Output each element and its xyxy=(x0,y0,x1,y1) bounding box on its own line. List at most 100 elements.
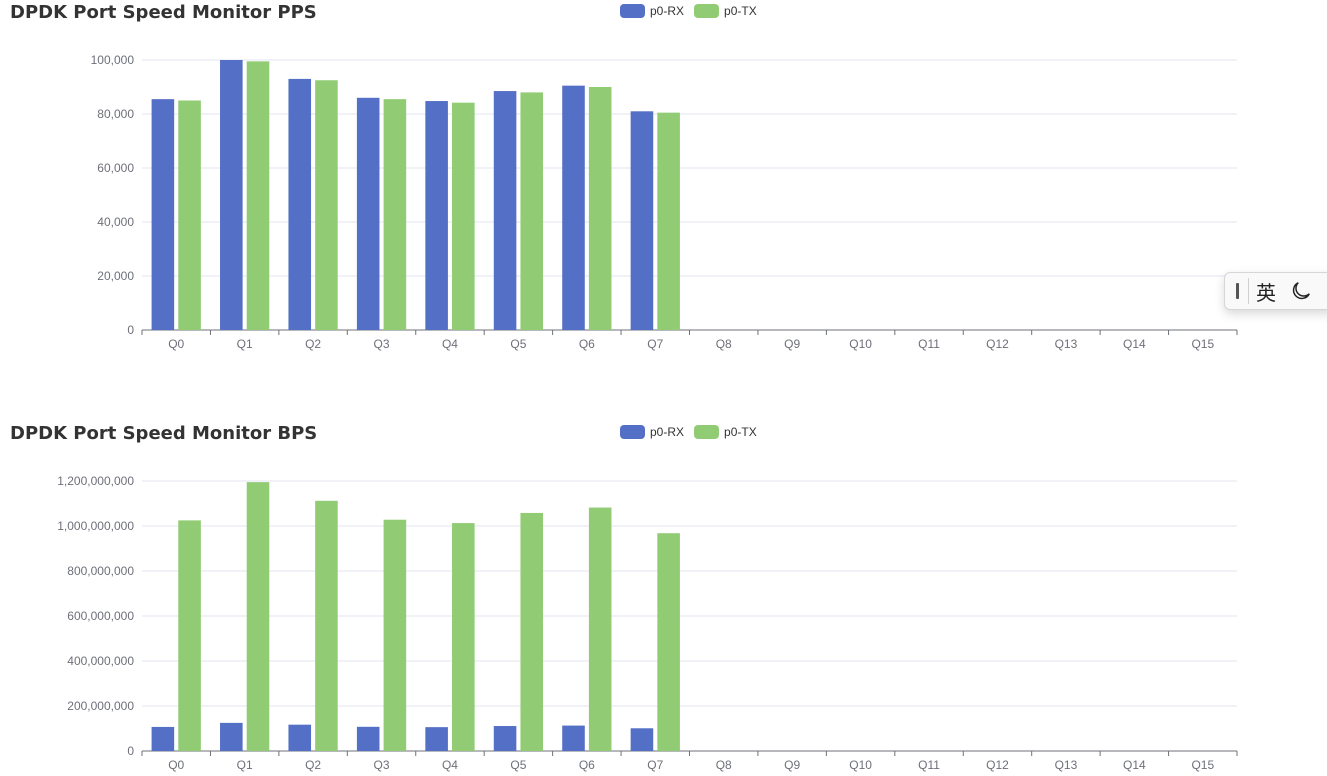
x-tick-label: Q3 xyxy=(374,337,390,351)
chart-legend: p0-RX p0-TX xyxy=(620,425,767,439)
bar-p0-rx-q3 xyxy=(356,726,380,751)
x-tick-label: Q6 xyxy=(579,758,595,772)
bar-p0-rx-q1 xyxy=(220,60,243,330)
x-tick-label: Q11 xyxy=(918,337,940,351)
x-tick-label: Q10 xyxy=(849,337,872,351)
x-tick-label: Q9 xyxy=(784,758,800,772)
bar-p0-tx-q5 xyxy=(520,512,544,751)
bar-p0-rx-q6 xyxy=(562,725,585,751)
x-tick-label: Q7 xyxy=(647,758,663,772)
legend-label: p0-RX xyxy=(650,4,685,18)
legend-item-p0-tx[interactable]: p0-TX xyxy=(694,425,757,439)
legend-swatch-rx xyxy=(620,4,645,18)
x-tick-label: Q14 xyxy=(1123,758,1146,772)
y-tick-label: 800,000,000 xyxy=(67,564,134,578)
bar-p0-tx-q1 xyxy=(246,482,270,751)
ime-toolbar[interactable]: 英 xyxy=(1224,272,1327,310)
bar-p0-rx-q2 xyxy=(288,78,312,331)
bar-p0-rx-q2 xyxy=(288,724,312,751)
x-tick-label: Q13 xyxy=(1055,337,1078,351)
bar-p0-tx-q6 xyxy=(588,87,612,330)
x-tick-label: Q6 xyxy=(579,337,595,351)
bar-p0-tx-q3 xyxy=(383,99,407,331)
moon-icon[interactable] xyxy=(1290,280,1312,302)
legend-item-p0-tx[interactable]: p0-TX xyxy=(694,4,757,18)
legend-swatch-tx xyxy=(694,4,720,18)
y-tick-label: 0 xyxy=(127,323,134,337)
y-tick-label: 60,000 xyxy=(97,161,134,175)
bar-p0-tx-q1 xyxy=(246,61,270,330)
bar-p0-tx-q4 xyxy=(452,102,475,330)
y-tick-label: 40,000 xyxy=(97,215,134,229)
bar-p0-rx-q0 xyxy=(151,99,175,331)
y-tick-label: 0 xyxy=(127,744,134,758)
x-tick-label: Q2 xyxy=(305,758,321,772)
bar-p0-tx-q6 xyxy=(588,507,612,751)
bar-p0-tx-q5 xyxy=(520,92,544,331)
x-tick-label: Q11 xyxy=(918,758,940,772)
x-tick-label: Q4 xyxy=(442,758,458,772)
legend-item-p0-rx[interactable]: p0-RX xyxy=(620,425,684,439)
legend-label: p0-RX xyxy=(650,425,685,439)
x-tick-label: Q1 xyxy=(237,758,253,772)
bar-p0-rx-q5 xyxy=(493,726,517,751)
legend-item-p0-rx[interactable]: p0-RX xyxy=(620,4,684,18)
pps-plot-area: 0 20,000 40,000 60,000 80,000 100,000 Q0 Q1 Q2 Q3… xyxy=(91,53,1238,351)
x-tick-label: Q15 xyxy=(1191,337,1214,351)
x-tick-label: Q2 xyxy=(305,337,321,351)
x-tick-label: Q0 xyxy=(168,758,184,772)
bar-p0-tx-q4 xyxy=(452,523,475,751)
bar-p0-rx-q5 xyxy=(493,91,517,330)
x-tick-label: Q5 xyxy=(510,337,526,351)
x-tick-label: Q14 xyxy=(1123,337,1146,351)
bar-p0-rx-q4 xyxy=(425,101,448,330)
grip-icon[interactable] xyxy=(1236,283,1239,299)
toolbar-divider xyxy=(1248,278,1249,304)
bps-chart: DPDK Port Speed Monitor BPS p0-RX p0-TX … xyxy=(0,421,1327,776)
bps-plot-area: 0 200,000,000 400,000,000 600,000,000 800,00… xyxy=(57,474,1238,772)
ime-language-toggle[interactable]: 英 xyxy=(1256,280,1276,305)
legend-label: p0-TX xyxy=(724,425,757,439)
y-tick-label: 200,000,000 xyxy=(67,699,134,713)
bar-p0-tx-q2 xyxy=(315,80,338,330)
y-tick-label: 400,000,000 xyxy=(67,654,134,668)
bar-p0-tx-q7 xyxy=(657,112,680,331)
x-tick-label: Q15 xyxy=(1191,758,1214,772)
pps-chart: DPDK Port Speed Monitor PPS p0-RX p0-TX … xyxy=(10,2,1238,351)
bar-p0-rx-q3 xyxy=(356,97,380,330)
bar-p0-rx-q7 xyxy=(630,111,654,330)
y-tick-label: 1,200,000,000 xyxy=(57,474,134,488)
y-tick-label: 20,000 xyxy=(97,269,134,283)
x-tick-label: Q8 xyxy=(716,337,732,351)
bar-p0-tx-q0 xyxy=(178,100,201,330)
bar-p0-tx-q7 xyxy=(657,533,680,751)
y-tick-label: 100,000 xyxy=(91,53,135,67)
legend-swatch-rx xyxy=(620,425,645,439)
bar-p0-tx-q0 xyxy=(178,520,201,751)
x-tick-label: Q13 xyxy=(1055,758,1078,772)
x-tick-label: Q10 xyxy=(849,758,872,772)
x-tick-label: Q3 xyxy=(374,758,390,772)
legend-swatch-tx xyxy=(694,425,720,439)
y-tick-label: 80,000 xyxy=(97,107,134,121)
x-tick-label: Q1 xyxy=(237,337,253,351)
x-tick-label: Q0 xyxy=(168,337,184,351)
bar-p0-rx-q7 xyxy=(630,728,654,751)
legend-label: p0-TX xyxy=(724,4,757,18)
bar-p0-rx-q6 xyxy=(562,85,585,331)
bar-p0-tx-q3 xyxy=(383,519,407,751)
y-tick-label: 1,000,000,000 xyxy=(57,519,134,533)
y-tick-label: 600,000,000 xyxy=(67,609,134,623)
bar-p0-tx-q2 xyxy=(315,500,338,751)
x-tick-label: Q5 xyxy=(510,758,526,772)
x-tick-label: Q9 xyxy=(784,337,800,351)
bar-p0-rx-q1 xyxy=(220,722,243,751)
chart-title: DPDK Port Speed Monitor PPS xyxy=(10,2,317,23)
x-tick-label: Q12 xyxy=(986,758,1009,772)
bar-p0-rx-q4 xyxy=(425,727,448,751)
x-tick-label: Q7 xyxy=(647,337,663,351)
bar-p0-rx-q0 xyxy=(151,726,175,751)
chart-title: DPDK Port Speed Monitor BPS xyxy=(10,423,318,444)
chart-legend: p0-RX p0-TX xyxy=(620,4,767,18)
x-tick-label: Q8 xyxy=(716,758,732,772)
